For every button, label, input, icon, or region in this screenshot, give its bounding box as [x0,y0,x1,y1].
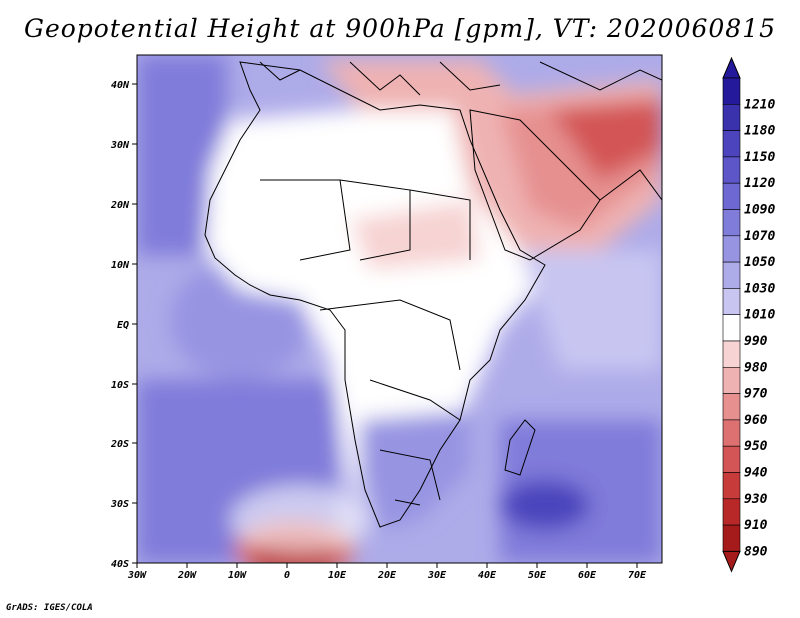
colorbar-label: 890 [744,544,768,559]
colorbar-label: 1070 [744,229,775,244]
colorbar-swatch [722,314,741,342]
colorbar-swatch [722,366,741,394]
longitude-axis: 30W 20W 10W 0 10E 20E 30E 40E 50E 60E 70… [127,563,647,581]
lat-label: 20N [110,200,130,211]
colorbar-swatch [722,419,741,447]
chart-title: Geopotential Height at 900hPa [gpm], VT:… [23,14,777,43]
colorbar-label: 1010 [744,308,775,323]
colorbar-swatch [722,77,741,105]
colorbar-swatch [722,104,741,131]
colorbar-swatch [722,130,741,158]
colorbar: 1210 1180 1150 1120 1090 1070 1050 1030 1010 990 9… [722,56,775,573]
colorbar-swatch [722,209,741,237]
colorbar-label: 1090 [744,203,775,218]
lon-label: 10E [328,570,347,581]
colorbar-label: 1150 [744,150,775,165]
colorbar-label: 980 [744,360,768,375]
colorbar-swatch [722,393,741,421]
lat-label: 30N [110,140,130,151]
coastlines [204,61,662,528]
colorbar-swatch [722,235,741,263]
lon-label: 70E [628,570,647,581]
lon-label: 20W [177,570,197,581]
lon-label: 20E [377,570,397,581]
height-field [137,55,662,563]
colorbar-swatch [722,156,741,184]
colorbar-swatch [722,524,741,552]
lat-label: 40N [111,80,130,91]
lat-label: EQ [117,320,129,331]
colorbar-swatch [722,182,741,210]
lon-label: 30E [427,570,447,581]
lat-label: 10N [111,260,130,271]
colorbar-label: 930 [744,492,768,507]
latitude-axis: 40N 30N 20N 10N EQ 10S 20S 30S 40S [110,80,137,570]
colorbar-label: 1180 [744,124,775,139]
map-frame [136,54,663,564]
colorbar-label: 960 [744,413,768,428]
lon-label: 60E [578,570,597,581]
colorbar-label: 1210 [744,97,775,112]
colorbar-swatch [722,261,741,289]
lat-label: 20S [110,439,129,450]
lat-label: 30S [110,499,129,510]
lon-label: 10W [228,570,247,581]
footer-credit: GrADS: IGES/COLA [6,603,93,613]
colorbar-swatch [722,498,741,526]
lon-label: 50E [528,570,547,581]
colorbar-label: 990 [744,334,768,349]
lon-label: 0 [284,570,290,581]
lon-label: 30W [127,570,147,581]
colorbar-label: 1030 [744,281,775,296]
colorbar-label: 940 [744,466,768,481]
colorbar-label: 1120 [744,176,775,191]
colorbar-label: 1050 [744,255,775,270]
colorbar-swatch [722,472,741,500]
lat-label: 40S [111,559,129,570]
colorbar-swatch [722,340,741,368]
colorbar-label: 910 [744,518,768,533]
colorbar-top-arrow [722,56,741,79]
lat-label: 10S [111,380,129,391]
lon-label: 40E [478,570,497,581]
colorbar-bottom-arrow [722,550,741,573]
colorbar-swatch [722,445,741,473]
colorbar-label: 950 [744,439,768,454]
colorbar-swatch [722,288,741,315]
colorbar-label: 970 [744,387,768,402]
